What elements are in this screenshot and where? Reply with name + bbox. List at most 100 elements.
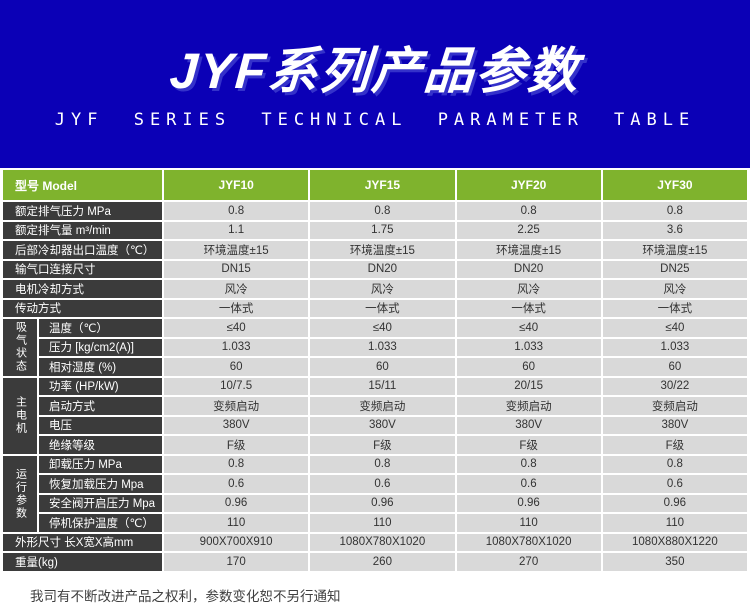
row-label-cell: 功率 (HP/kW) bbox=[39, 377, 162, 395]
row-label-cell: 压力 [kg/cm2(A)] bbox=[39, 338, 162, 356]
row-label-cell: 相对湿度 (%) bbox=[39, 358, 162, 376]
value-cell: ≤40 bbox=[456, 319, 601, 337]
value-cell: F级 bbox=[310, 436, 455, 454]
value-cell: 变频启动 bbox=[456, 397, 601, 415]
table-row: 后部冷却器出口温度（℃） 环境温度±15 环境温度±15 环境温度±15 环境温… bbox=[3, 241, 747, 259]
value-cell: 0.6 bbox=[602, 475, 747, 493]
value-cell: 1.033 bbox=[456, 338, 601, 356]
value-cell: 10/7.5 bbox=[164, 377, 309, 395]
column-header-jyf15: JYF15 bbox=[310, 170, 455, 200]
value-cell: DN25 bbox=[602, 260, 747, 278]
group-intake-state: 吸气状态 温度（℃） ≤40 ≤40 ≤40 ≤40 压力 [kg/cm2(A)… bbox=[3, 319, 747, 376]
page-subtitle: JYF SERIES TECHNICAL PARAMETER TABLE bbox=[54, 110, 696, 130]
value-cell: 风冷 bbox=[456, 280, 601, 298]
row-label-cell: 额定排气压力 MPa bbox=[3, 202, 162, 220]
value-cell: 风冷 bbox=[310, 280, 455, 298]
value-cell: 环境温度±15 bbox=[310, 241, 455, 259]
value-cell: ≤40 bbox=[310, 319, 455, 337]
group-running-params: 运行参数 卸载压力 MPa 0.8 0.8 0.8 0.8 恢复加载压力 Mpa… bbox=[3, 455, 747, 532]
value-cell: 30/22 bbox=[602, 377, 747, 395]
value-cell: DN20 bbox=[310, 260, 455, 278]
row-label-cell: 额定排气量 m³/min bbox=[3, 221, 162, 239]
row-label-cell: 传动方式 bbox=[3, 299, 162, 317]
value-cell: 3.6 bbox=[602, 221, 747, 239]
row-label-cell: 输气口连接尺寸 bbox=[3, 260, 162, 278]
value-cell: DN20 bbox=[456, 260, 601, 278]
column-header-jyf10: JYF10 bbox=[164, 170, 309, 200]
row-label-cell: 重量(kg) bbox=[3, 553, 162, 571]
value-cell: 一体式 bbox=[456, 299, 601, 317]
value-cell: F级 bbox=[602, 436, 747, 454]
group-label-cell: 主电机 bbox=[3, 377, 37, 454]
value-cell: 170 bbox=[164, 553, 309, 571]
value-cell: ≤40 bbox=[164, 319, 309, 337]
group-main-motor: 主电机 功率 (HP/kW) 10/7.5 15/11 20/15 30/22 … bbox=[3, 377, 747, 454]
group-label-cell: 吸气状态 bbox=[3, 319, 37, 376]
row-label-cell: 启动方式 bbox=[39, 397, 162, 415]
row-label-cell: 外形尺寸 长X宽X高mm bbox=[3, 533, 162, 551]
column-header-jyf30: JYF30 bbox=[602, 170, 747, 200]
header-row: 型号 Model JYF10 JYF15 JYF20 JYF30 bbox=[3, 170, 747, 200]
value-cell: 0.8 bbox=[456, 202, 601, 220]
value-cell: DN15 bbox=[164, 260, 309, 278]
value-cell: 60 bbox=[602, 358, 747, 376]
value-cell: 380V bbox=[310, 416, 455, 434]
value-cell: 2.25 bbox=[456, 221, 601, 239]
row-label-cell: 绝缘等级 bbox=[39, 436, 162, 454]
table-row: 电机冷却方式 风冷 风冷 风冷 风冷 bbox=[3, 280, 747, 298]
table-row: 额定排气压力 MPa 0.8 0.8 0.8 0.8 bbox=[3, 202, 747, 220]
value-cell: 1080X880X1220 bbox=[602, 533, 747, 551]
value-cell: 20/15 bbox=[456, 377, 601, 395]
value-cell: 0.8 bbox=[602, 202, 747, 220]
value-cell: 1080X780X1020 bbox=[310, 533, 455, 551]
value-cell: 一体式 bbox=[310, 299, 455, 317]
value-cell: 110 bbox=[310, 514, 455, 532]
value-cell: 350 bbox=[602, 553, 747, 571]
value-cell: 0.96 bbox=[310, 494, 455, 512]
row-label-cell: 卸载压力 MPa bbox=[39, 455, 162, 473]
value-cell: 110 bbox=[164, 514, 309, 532]
value-cell: 110 bbox=[602, 514, 747, 532]
table-row: 外形尺寸 长X宽X高mm 900X700X910 1080X780X1020 1… bbox=[3, 533, 747, 551]
value-cell: 0.8 bbox=[602, 455, 747, 473]
value-cell: 变频启动 bbox=[164, 397, 309, 415]
value-cell: 15/11 bbox=[310, 377, 455, 395]
value-cell: 900X700X910 bbox=[164, 533, 309, 551]
page-title: JYF系列产品参数 bbox=[168, 43, 582, 99]
value-cell: 1.033 bbox=[164, 338, 309, 356]
value-cell: 1.75 bbox=[310, 221, 455, 239]
table-row: 重量(kg) 170 260 270 350 bbox=[3, 553, 747, 571]
row-label-cell: 温度（℃） bbox=[39, 319, 162, 337]
value-cell: 270 bbox=[456, 553, 601, 571]
row-label-cell: 后部冷却器出口温度（℃） bbox=[3, 241, 162, 259]
spec-table: 型号 Model JYF10 JYF15 JYF20 JYF30 额定排气压力 … bbox=[3, 170, 747, 571]
value-cell: F级 bbox=[456, 436, 601, 454]
value-cell: 60 bbox=[164, 358, 309, 376]
value-cell: ≤40 bbox=[602, 319, 747, 337]
value-cell: 环境温度±15 bbox=[456, 241, 601, 259]
value-cell: 0.96 bbox=[456, 494, 601, 512]
value-cell: 60 bbox=[310, 358, 455, 376]
value-cell: 环境温度±15 bbox=[602, 241, 747, 259]
value-cell: 1.033 bbox=[602, 338, 747, 356]
value-cell: 60 bbox=[456, 358, 601, 376]
row-label-cell: 安全阀开启压力 Mpa bbox=[39, 494, 162, 512]
value-cell: 0.8 bbox=[456, 455, 601, 473]
value-cell: 1.1 bbox=[164, 221, 309, 239]
value-cell: 1080X780X1020 bbox=[456, 533, 601, 551]
footer-note: 我司有不断改进产品之权利，参数变化恕不另行通知 bbox=[30, 588, 341, 604]
value-cell: 一体式 bbox=[164, 299, 309, 317]
value-cell: 变频启动 bbox=[310, 397, 455, 415]
value-cell: 380V bbox=[602, 416, 747, 434]
value-cell: 380V bbox=[164, 416, 309, 434]
row-label-cell: 停机保护温度（℃） bbox=[39, 514, 162, 532]
value-cell: 110 bbox=[456, 514, 601, 532]
value-cell: 环境温度±15 bbox=[164, 241, 309, 259]
value-cell: 变频启动 bbox=[602, 397, 747, 415]
row-label-cell: 恢复加载压力 Mpa bbox=[39, 475, 162, 493]
value-cell: 260 bbox=[310, 553, 455, 571]
value-cell: 0.8 bbox=[164, 202, 309, 220]
value-cell: 0.6 bbox=[164, 475, 309, 493]
value-cell: 0.8 bbox=[310, 202, 455, 220]
value-cell: 0.6 bbox=[456, 475, 601, 493]
